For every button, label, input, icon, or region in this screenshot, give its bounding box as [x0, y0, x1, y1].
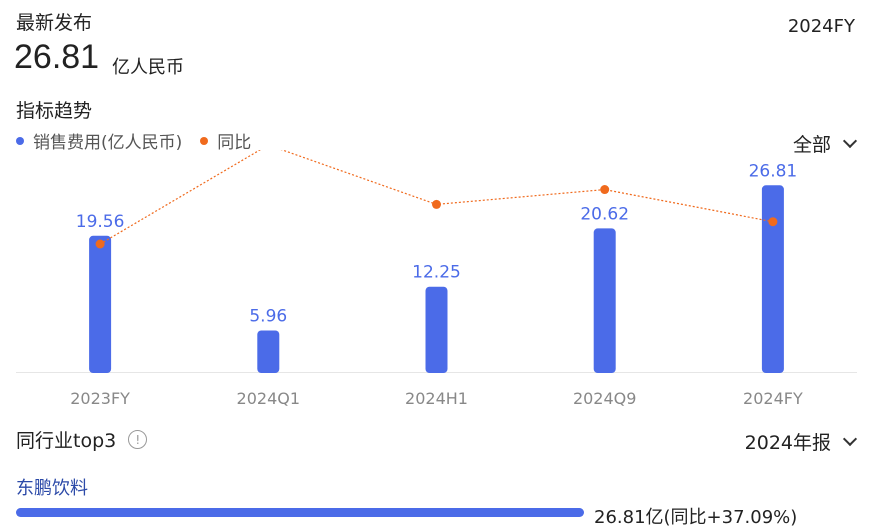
- x-tick-label: 2024Q1: [237, 389, 301, 408]
- bar-2023FY: [89, 235, 112, 373]
- legend-dot-icon: [16, 136, 24, 145]
- data-label: 12.25: [412, 263, 461, 283]
- x-tick-label: 2024H1: [405, 389, 468, 408]
- info-icon[interactable]: !: [128, 430, 148, 449]
- legend-item-expense: 销售费用(亿人民币): [16, 128, 182, 153]
- range-dropdown-label: 全部: [792, 134, 831, 156]
- yoy-point-2023FY: [95, 239, 105, 249]
- trend-title: 指标趋势: [16, 100, 93, 122]
- year-dropdown[interactable]: 2024年报: [744, 428, 858, 455]
- peer-value-text: 26.81亿(同比+37.09%): [594, 507, 798, 528]
- peer-section-title: 同行业top3 !: [16, 426, 148, 453]
- chart-legend: 销售费用(亿人民币) 同比: [16, 128, 269, 153]
- legend-dot-icon: [200, 136, 209, 145]
- peer-value-bar: [16, 508, 584, 517]
- data-label: 19.56: [76, 212, 125, 232]
- legend-item-yoy: 同比: [200, 128, 251, 153]
- year-dropdown-label: 2024年报: [744, 432, 831, 454]
- bar-2024H1: [425, 286, 448, 373]
- latest-release-label: 最新发布: [16, 12, 93, 34]
- peer-company-name[interactable]: 东鹏饮料: [16, 478, 88, 499]
- bar-2024Q9: [593, 228, 616, 373]
- data-label: 20.62: [580, 204, 629, 224]
- x-tick-label: 2024FY: [743, 389, 803, 408]
- yoy-point-2024H1: [432, 199, 441, 209]
- peer-title-label: 同行业top3: [16, 430, 117, 452]
- legend-label: 销售费用(亿人民币): [33, 133, 183, 153]
- latest-value: 26.81: [14, 38, 100, 76]
- yoy-line: [99, 150, 774, 245]
- data-label: 26.81: [749, 161, 798, 181]
- report-period: 2024FY: [787, 16, 855, 37]
- bar-2024Q1: [257, 330, 280, 373]
- x-tick-label: 2024Q9: [573, 389, 637, 408]
- yoy-point-2024FY: [768, 217, 778, 227]
- latest-value-unit: 亿人民币: [112, 57, 184, 78]
- chevron-down-icon: [842, 133, 858, 148]
- legend-label: 同比: [217, 133, 252, 153]
- x-tick-label: 2023FY: [70, 389, 130, 408]
- data-label: 5.96: [249, 306, 287, 326]
- bar-2024FY: [761, 185, 784, 373]
- trend-chart: 19.56 2023FY 5.96 2024Q1 12.25 2024H1 20.62 202…: [16, 150, 857, 408]
- range-dropdown[interactable]: 全部: [792, 130, 858, 157]
- yoy-point-2024Q9: [600, 185, 610, 195]
- chevron-down-icon: [842, 431, 858, 446]
